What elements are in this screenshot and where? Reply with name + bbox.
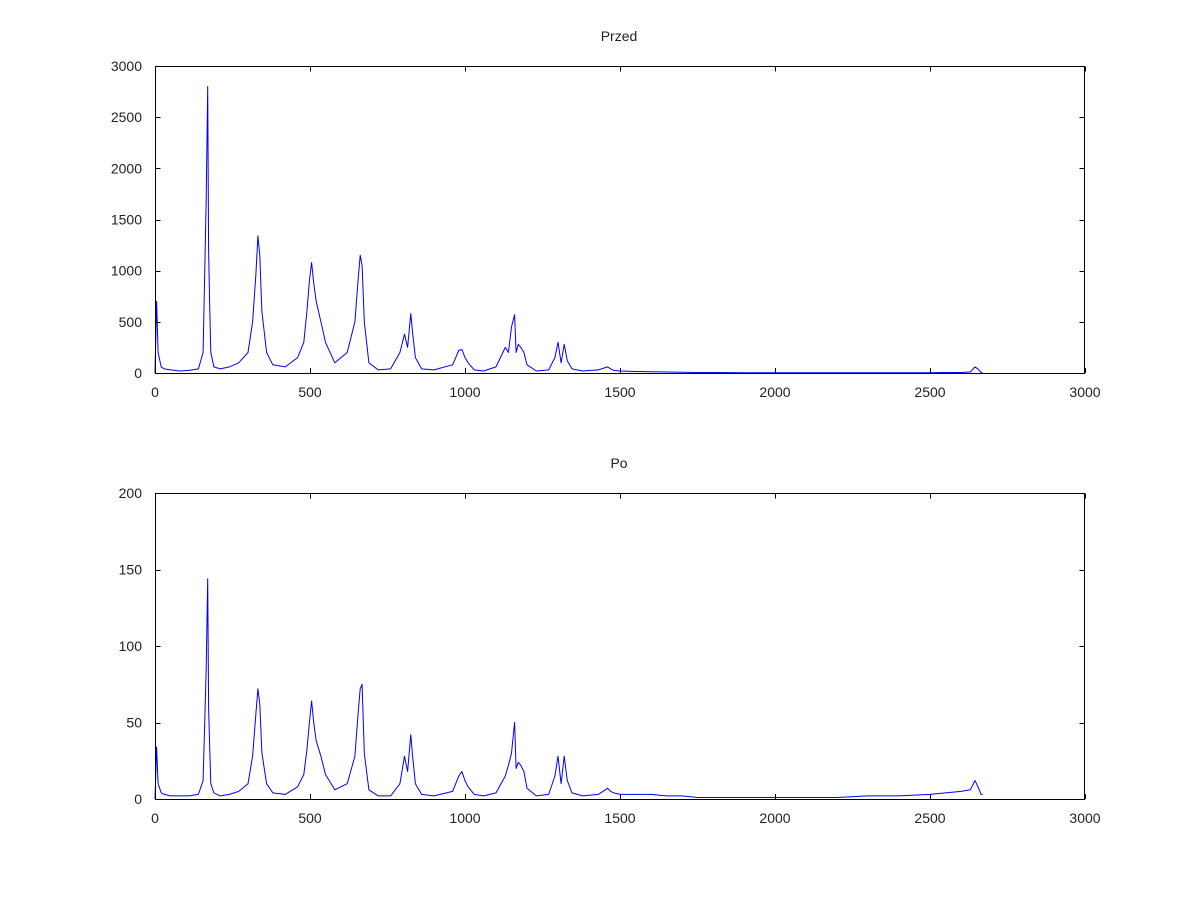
x-tick-label-po-5: 2500 (914, 810, 945, 826)
y-tick-label-po-4: 200 (119, 485, 143, 501)
x-tick-label-po-2: 1000 (449, 810, 480, 826)
y-tick-label-przed-3: 1500 (111, 212, 142, 228)
ticks-przed: 0 500 1000 1500 2000 2500 3000 0 500 1000 1500 2000… (111, 58, 1101, 400)
y-tick-label-przed-0: 0 (134, 365, 142, 381)
x-tick-label-po-1: 500 (298, 810, 322, 826)
x-tick-label-po-3: 1500 (604, 810, 635, 826)
series-line-po-0 (154, 578, 983, 800)
x-tick-label-przed-5: 2500 (914, 384, 945, 400)
x-tick-label-przed-6: 3000 (1069, 384, 1100, 400)
x-tick-label-po-4: 2000 (759, 810, 790, 826)
y-tick-label-po-2: 100 (119, 638, 143, 654)
y-tick-label-po-3: 150 (119, 562, 143, 578)
plot-frame-przed (155, 66, 1085, 374)
y-tick-label-po-1: 50 (126, 715, 142, 731)
ticks-po: 0 500 1000 1500 2000 2500 3000 0 50 100 150 200 (119, 485, 1101, 826)
chart-title-przed: Przed (601, 28, 638, 44)
y-tick-label-przed-4: 2000 (111, 160, 142, 176)
y-tick-label-przed-5: 2500 (111, 109, 142, 125)
y-tick-label-przed-1: 500 (119, 314, 143, 330)
panel-po: Po 0 500 1000 1500 2000 2500 3000 0 50 100 150 200 (119, 455, 1101, 826)
x-tick-label-przed-1: 500 (298, 384, 322, 400)
y-tick-label-po-0: 0 (134, 791, 142, 807)
series-po (154, 578, 983, 800)
series-przed (154, 86, 983, 374)
series-line-przed-0 (154, 86, 983, 374)
x-tick-label-po-0: 0 (151, 810, 159, 826)
x-tick-label-po-6: 3000 (1069, 810, 1100, 826)
x-tick-label-przed-4: 2000 (759, 384, 790, 400)
x-tick-label-przed-3: 1500 (604, 384, 635, 400)
x-tick-label-przed-0: 0 (151, 384, 159, 400)
chart-title-po: Po (610, 455, 627, 471)
y-tick-label-przed-6: 3000 (111, 58, 142, 74)
plot-frame-po (155, 493, 1085, 800)
x-tick-label-przed-2: 1000 (449, 384, 480, 400)
panel-przed: Przed 0 500 1000 1500 2000 2500 3000 0 500 1000 15… (111, 28, 1101, 400)
y-tick-label-przed-2: 1000 (111, 263, 142, 279)
